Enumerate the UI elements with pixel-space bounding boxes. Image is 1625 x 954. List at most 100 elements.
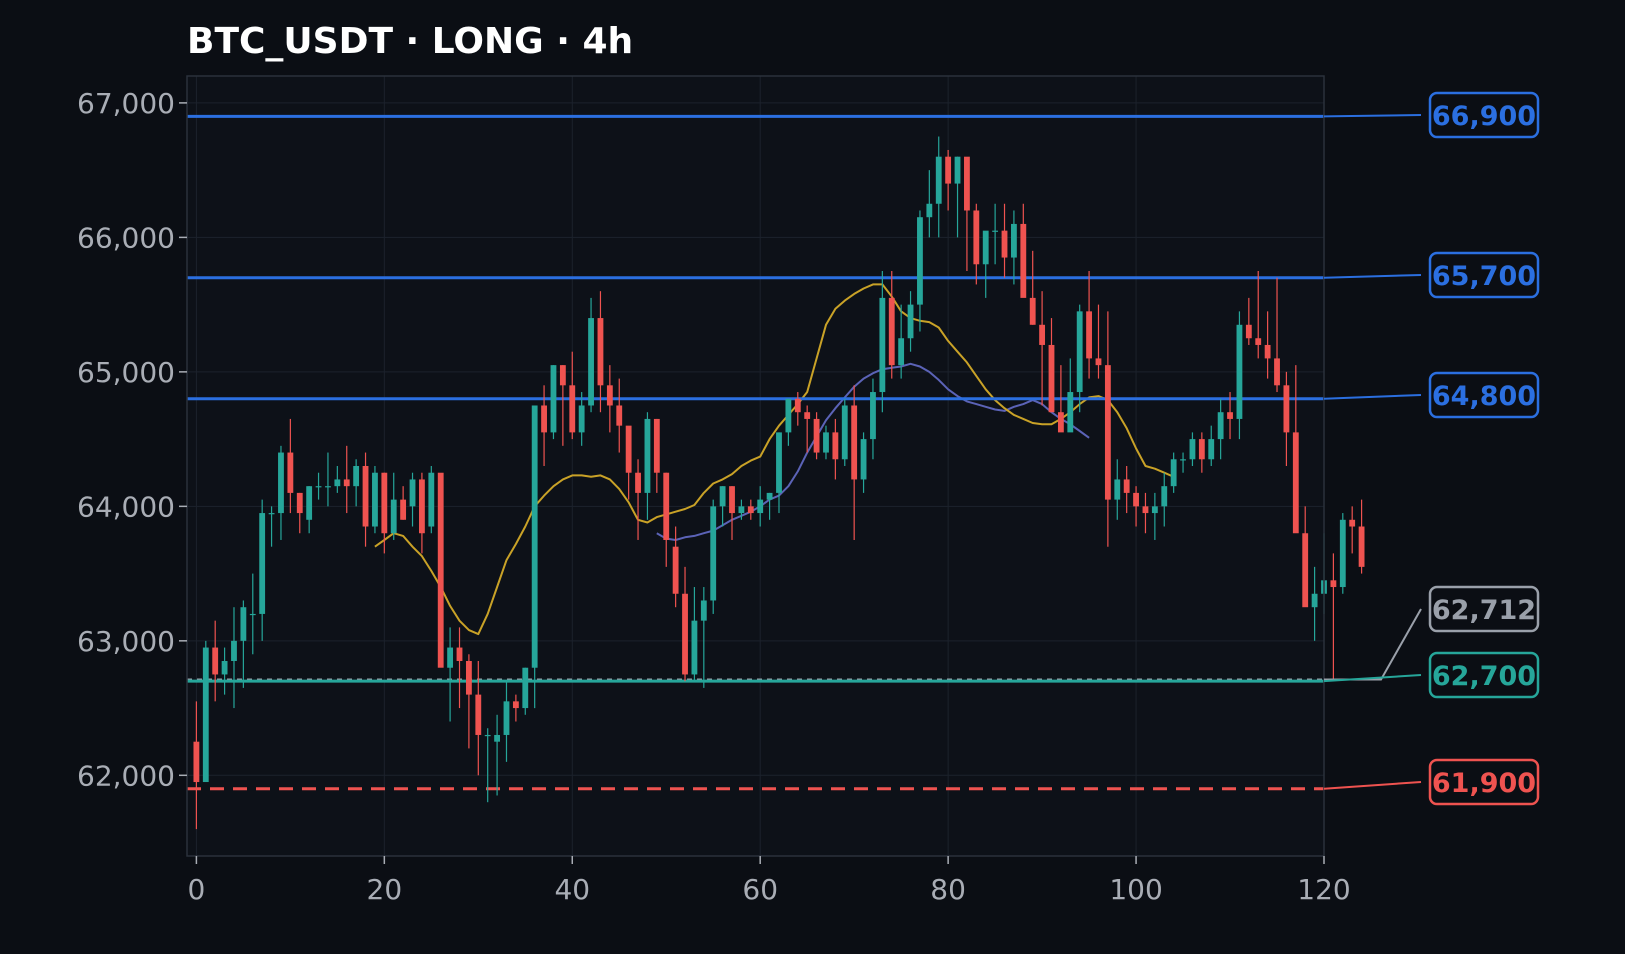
- candle-body: [832, 432, 839, 460]
- candle: [353, 459, 360, 507]
- candle-body: [644, 418, 651, 493]
- candle: [1151, 492, 1158, 540]
- level-label-text: 66,900: [1432, 101, 1536, 132]
- candle: [691, 587, 698, 682]
- plot-area: [187, 76, 1324, 856]
- level-label-text: 61,900: [1432, 768, 1536, 799]
- candle: [503, 681, 510, 762]
- candle-body: [851, 405, 858, 480]
- candle: [1048, 318, 1055, 413]
- level-labels-layer: 66,900 65,700 64,800 62,712 62,700 61,900: [1323, 91, 1540, 806]
- candle-body: [1086, 311, 1092, 359]
- candle-body: [221, 661, 228, 675]
- axes-layer: 62,000 63,000 64,000 65,000 66,000 67,000 0 20 4…: [77, 75, 1351, 906]
- candle-body: [588, 318, 594, 406]
- candle: [597, 291, 604, 413]
- candle-body: [1095, 358, 1102, 366]
- candle-body: [1236, 324, 1243, 419]
- candle: [1283, 371, 1290, 466]
- candle: [465, 654, 472, 749]
- candle-body: [465, 661, 472, 695]
- candle: [1161, 472, 1168, 527]
- candle-body: [616, 405, 623, 426]
- candle: [578, 392, 585, 446]
- candle: [278, 445, 284, 540]
- candle: [522, 667, 529, 715]
- candle-body: [729, 486, 735, 514]
- level-label-text: 65,700: [1432, 261, 1536, 292]
- ma-fast-line: [374, 283, 1175, 636]
- level-label-stop_loss: 61,900: [1323, 758, 1540, 806]
- candle-body: [1245, 324, 1252, 339]
- candle-body: [719, 486, 726, 507]
- candle: [287, 418, 294, 514]
- level-lines-layer: [187, 114, 1324, 791]
- level-label-box: [1428, 371, 1540, 419]
- candle: [1208, 425, 1215, 466]
- candle-body: [1198, 439, 1205, 460]
- candle: [1189, 432, 1196, 466]
- candle-body: [437, 472, 444, 668]
- level-label-text: 62,700: [1432, 661, 1536, 692]
- level-leader-line: [1323, 274, 1422, 279]
- level-label-take_profit: 66,900: [1323, 91, 1540, 139]
- candle: [1180, 452, 1186, 473]
- y-tick-label: 64,000: [77, 490, 175, 523]
- level-label-box: [1428, 585, 1540, 633]
- x-tick-label: 60: [742, 873, 778, 906]
- candle-body: [917, 217, 923, 305]
- candle-body: [860, 439, 867, 480]
- candle: [870, 378, 876, 460]
- candle-body: [606, 385, 613, 406]
- x-tick-label: 80: [930, 873, 966, 906]
- candle-body: [1029, 297, 1036, 325]
- candle-body: [1302, 533, 1309, 608]
- candle: [550, 365, 557, 440]
- candle-body: [353, 466, 360, 487]
- candle-body: [202, 647, 209, 783]
- candle: [334, 466, 341, 493]
- candle: [635, 459, 641, 540]
- candle-body: [259, 513, 266, 614]
- candle-body: [1104, 365, 1111, 500]
- candle-body: [653, 418, 660, 473]
- candle-body: [757, 499, 764, 514]
- candle-body: [484, 734, 491, 737]
- candle-body: [898, 338, 905, 366]
- candle: [888, 271, 895, 379]
- candle-body: [409, 479, 416, 507]
- candle-body: [447, 647, 454, 668]
- candle-body: [841, 405, 848, 460]
- candle: [841, 398, 848, 466]
- candle-body: [522, 667, 529, 709]
- candle: [757, 486, 764, 527]
- candle-body: [1330, 580, 1337, 588]
- candle: [1020, 203, 1027, 298]
- candle-body: [569, 385, 576, 433]
- candle: [738, 499, 745, 520]
- candle: [494, 714, 501, 796]
- candle-body: [541, 405, 547, 433]
- candle-body: [1142, 506, 1149, 514]
- candle-body: [512, 701, 519, 709]
- candle-body: [870, 392, 876, 440]
- candle: [419, 472, 425, 554]
- candle-body: [888, 297, 895, 366]
- candle-body: [578, 405, 585, 433]
- candle: [249, 573, 256, 655]
- candle: [1010, 210, 1017, 285]
- candle: [964, 156, 970, 271]
- candle: [606, 365, 613, 433]
- candle-body: [475, 694, 482, 735]
- candle: [1123, 466, 1130, 514]
- chart-title: BTC_USDT · LONG · 4h: [187, 21, 633, 62]
- candle: [1170, 452, 1177, 493]
- candle-body: [691, 620, 698, 675]
- candle-body: [400, 499, 407, 520]
- candle-body: [296, 492, 303, 514]
- candle-body: [1076, 311, 1083, 393]
- candle-body: [334, 479, 341, 487]
- candle: [1292, 365, 1299, 534]
- candle: [202, 640, 209, 783]
- candle: [381, 472, 388, 554]
